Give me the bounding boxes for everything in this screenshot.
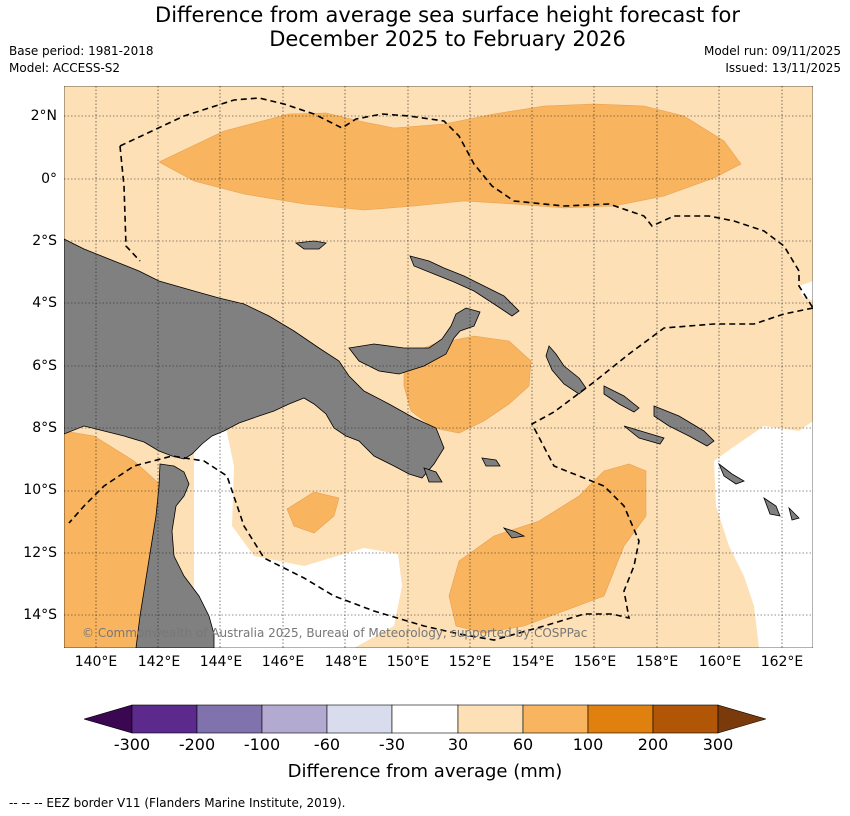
chart-title: Difference from average sea surface heig… [0, 3, 850, 51]
sea-level-map: © Commonwealth of Australia 2025, Bureau… [64, 86, 813, 648]
anomaly-60-100-area [448, 463, 647, 634]
base-period: Base period: 1981-2018 [9, 44, 154, 58]
colorbar-swatch [261, 704, 328, 734]
anomaly-near-zero-area [194, 416, 402, 648]
model-name: Model: ACCESS-S2 [9, 61, 121, 75]
title-line-1: Difference from average sea surface heig… [155, 3, 740, 27]
manus-island [294, 240, 327, 250]
eez-border-line [119, 145, 141, 262]
colorbar-swatch [131, 704, 198, 734]
solomon-island [653, 405, 715, 447]
anomaly-60-100-area [158, 103, 742, 211]
colorbar-title: Difference from average (mm) [287, 761, 563, 782]
louisiade-island [502, 527, 526, 539]
trobriand-island [481, 457, 501, 467]
lon-label: 160°E [698, 654, 742, 670]
colorbar [84, 704, 766, 734]
lon-label: 152°E [448, 654, 492, 670]
eez-legend-footnote: -- -- -- EEZ border V11 (Flanders Marine… [9, 796, 346, 810]
colorbar-tick-label: 200 [637, 735, 669, 754]
lon-label: 146°E [261, 654, 305, 670]
meta-right: Model run: 09/11/2025 Issued: 13/11/2025 [704, 43, 841, 77]
lon-label: 162°E [760, 654, 804, 670]
colorbar-tick-label: 300 [702, 735, 734, 754]
colorbar-swatch [587, 704, 654, 734]
anomaly-60-100-area [286, 491, 340, 534]
colorbar-tick-label: 30 [447, 735, 469, 754]
colorbar-tick-label: 60 [512, 735, 534, 754]
colorbar-extend-low [84, 704, 133, 734]
anomaly-60-100-area [403, 335, 532, 434]
colorbar-tick-label: -200 [178, 735, 216, 754]
issued-date: Issued: 13/11/2025 [725, 61, 841, 75]
colorbar-swatch [522, 704, 589, 734]
lat-label: 14°S [23, 607, 57, 623]
vanuatu-island [763, 496, 781, 517]
anomaly-near-zero-area [799, 281, 813, 301]
solomon-island [623, 425, 665, 445]
dentrecasteaux-island [423, 467, 443, 483]
lat-label: 0° [41, 171, 57, 187]
colorbar-swatch [391, 704, 459, 734]
lon-label: 154°E [511, 654, 555, 670]
colorbar-swatch [196, 704, 263, 734]
cape-york-peninsula [135, 463, 215, 648]
lat-label: 8°S [32, 420, 57, 436]
solomon-island [603, 385, 640, 413]
colorbar-tick-label: -30 [378, 735, 406, 754]
meta-left: Base period: 1981-2018 Model: ACCESS-S2 [9, 43, 154, 77]
lat-label: 10°S [23, 482, 57, 498]
colorbar-extend-high [717, 704, 766, 734]
colorbar-tick-label: -60 [313, 735, 341, 754]
solomon-island [718, 462, 745, 485]
lon-label: 142°E [137, 654, 181, 670]
lat-label: 6°S [32, 358, 57, 374]
new-britain-island [348, 307, 481, 375]
lon-label: 156°E [573, 654, 617, 670]
land-masses [64, 238, 800, 648]
graticule [64, 86, 813, 648]
model-run: Model run: 09/11/2025 [703, 44, 841, 58]
lon-label: 158°E [635, 654, 679, 670]
lon-label: 150°E [386, 654, 430, 670]
colorbar-swatch [652, 704, 719, 734]
title-line-2: December 2025 to February 2026 [269, 27, 626, 51]
lon-label: 144°E [199, 654, 243, 670]
colorbar-tick-label: -100 [243, 735, 281, 754]
vanuatu-island [788, 506, 800, 521]
colorbar-tick-label: 100 [572, 735, 604, 754]
copyright-notice: © Commonwealth of Australia 2025, Bureau… [82, 626, 587, 640]
lon-label: 140°E [74, 654, 118, 670]
eez-border-line [68, 307, 813, 641]
colorbar-swatch [326, 704, 393, 734]
colorbar-swatch [457, 704, 524, 734]
lat-label: 2°N [30, 108, 57, 124]
lat-label: 2°S [32, 233, 57, 249]
lat-label: 12°S [23, 545, 57, 561]
colorbar-tick-label: -300 [113, 735, 151, 754]
eez-border [68, 97, 813, 641]
eez-border-line [119, 97, 813, 309]
lat-label: 4°S [32, 295, 57, 311]
lon-label: 148°E [324, 654, 368, 670]
new-ireland-island [409, 255, 520, 317]
